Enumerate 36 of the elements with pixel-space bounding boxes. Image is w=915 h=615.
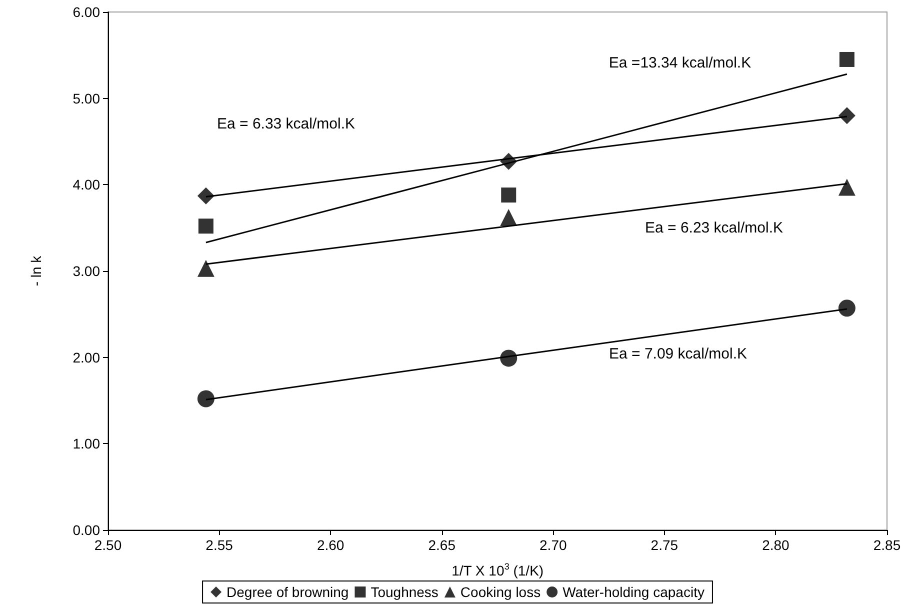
x-tick-label: 2.60 (316, 537, 344, 553)
x-tick-label: 2.50 (94, 537, 122, 553)
x-tick-label: 2.85 (873, 537, 901, 553)
y-axis-title: - ln k (28, 254, 44, 286)
point (500, 208, 518, 226)
legend-label: Degree of browning (226, 584, 349, 600)
x-tick-label: 2.55 (206, 537, 234, 553)
point (500, 152, 518, 170)
point (197, 260, 214, 277)
point (838, 107, 856, 124)
y-tick-label: 6.00 (72, 4, 100, 20)
legend-label: Cooking loss (460, 584, 541, 600)
y-tick-label: 4.00 (72, 176, 100, 193)
y-tick-label: 0.00 (72, 522, 100, 538)
point (197, 390, 214, 408)
annotation: Ea = 6.33 kcal/mol.K (217, 116, 355, 132)
x-tick-label: 2.75 (650, 537, 678, 553)
y-tick-label: 3.00 (72, 263, 100, 279)
point (839, 52, 854, 67)
annotation: Ea =13.34 kcal/mol.K (608, 54, 752, 72)
point (838, 178, 856, 196)
y-tick-label: 2.00 (72, 349, 100, 366)
point (500, 350, 518, 367)
point (197, 187, 214, 204)
x-tick-label: 2.80 (762, 537, 790, 553)
x-tick-label: 2.70 (540, 537, 567, 553)
x-tick-label: 2.65 (428, 537, 456, 553)
point (198, 218, 214, 234)
legend-label: Toughness (370, 584, 438, 600)
y-tick-label: 5.00 (72, 90, 100, 106)
y-tick-label: 1.00 (72, 436, 100, 452)
point (838, 300, 856, 317)
point (501, 188, 516, 203)
annotation: Ea = 6.23 kcal/mol.K (645, 220, 783, 236)
legend-label: Water-holding capacity (562, 584, 704, 600)
annotation: Ea = 7.09 kcal/mol.K (609, 346, 747, 362)
